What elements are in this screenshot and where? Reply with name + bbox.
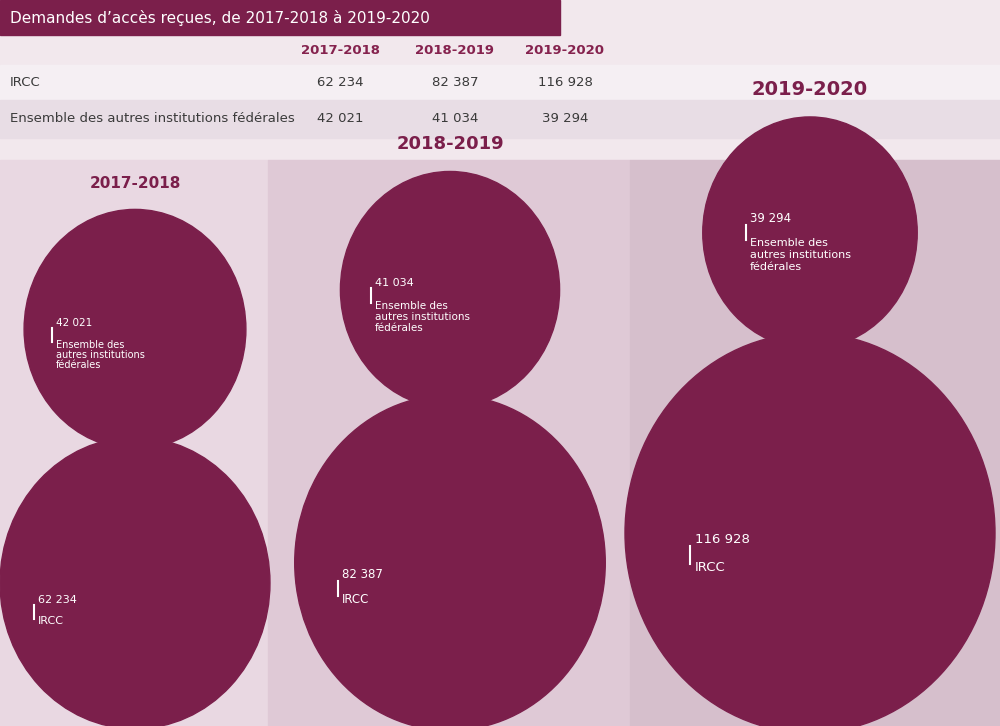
Text: autres institutions: autres institutions bbox=[750, 250, 851, 260]
Text: 116 928: 116 928 bbox=[695, 533, 750, 546]
Bar bbox=[268, 160, 630, 726]
Text: 2019-2020: 2019-2020 bbox=[752, 80, 868, 99]
Text: 116 928: 116 928 bbox=[538, 76, 592, 89]
Bar bbox=[0, 100, 1000, 138]
Ellipse shape bbox=[0, 437, 270, 726]
Ellipse shape bbox=[24, 209, 246, 449]
Text: Ensemble des: Ensemble des bbox=[375, 301, 448, 311]
Text: IRCC: IRCC bbox=[342, 592, 370, 605]
Text: fédérales: fédérales bbox=[375, 323, 424, 333]
Text: 41 034: 41 034 bbox=[432, 113, 478, 126]
Ellipse shape bbox=[340, 171, 560, 408]
Text: 2017-2018: 2017-2018 bbox=[300, 44, 380, 57]
Text: 2018-2019: 2018-2019 bbox=[396, 136, 504, 153]
Text: 82 387: 82 387 bbox=[432, 76, 478, 89]
Text: 42 021: 42 021 bbox=[317, 113, 363, 126]
Ellipse shape bbox=[295, 395, 605, 726]
Text: 2019-2020: 2019-2020 bbox=[526, 44, 604, 57]
Text: autres institutions: autres institutions bbox=[56, 350, 145, 360]
Text: Ensemble des: Ensemble des bbox=[750, 238, 828, 248]
Bar bbox=[0, 0, 560, 35]
Bar bbox=[630, 160, 1000, 726]
Text: 39 294: 39 294 bbox=[542, 113, 588, 126]
Text: IRCC: IRCC bbox=[10, 76, 41, 89]
Ellipse shape bbox=[703, 117, 917, 348]
Bar bbox=[0, 65, 1000, 100]
Text: fédérales: fédérales bbox=[56, 360, 101, 370]
Text: Demandes d’accès reçues, de 2017-2018 à 2019-2020: Demandes d’accès reçues, de 2017-2018 à … bbox=[10, 9, 430, 25]
Bar bbox=[0, 160, 268, 726]
Text: 62 234: 62 234 bbox=[317, 76, 363, 89]
Text: 39 294: 39 294 bbox=[750, 212, 791, 225]
Bar bbox=[0, 35, 1000, 65]
Text: Ensemble des: Ensemble des bbox=[56, 340, 124, 350]
Text: 2018-2019: 2018-2019 bbox=[416, 44, 494, 57]
Text: IRCC: IRCC bbox=[38, 616, 64, 626]
Text: 82 387: 82 387 bbox=[342, 568, 383, 581]
Text: fédérales: fédérales bbox=[750, 262, 802, 272]
Ellipse shape bbox=[625, 333, 995, 726]
Text: 2017-2018: 2017-2018 bbox=[89, 176, 181, 192]
Text: Ensemble des autres institutions fédérales: Ensemble des autres institutions fédéral… bbox=[10, 113, 295, 126]
Text: IRCC: IRCC bbox=[695, 560, 726, 574]
Text: autres institutions: autres institutions bbox=[375, 311, 470, 322]
Text: 41 034: 41 034 bbox=[375, 278, 414, 287]
Text: 62 234: 62 234 bbox=[38, 595, 77, 605]
Text: 42 021: 42 021 bbox=[56, 318, 92, 328]
